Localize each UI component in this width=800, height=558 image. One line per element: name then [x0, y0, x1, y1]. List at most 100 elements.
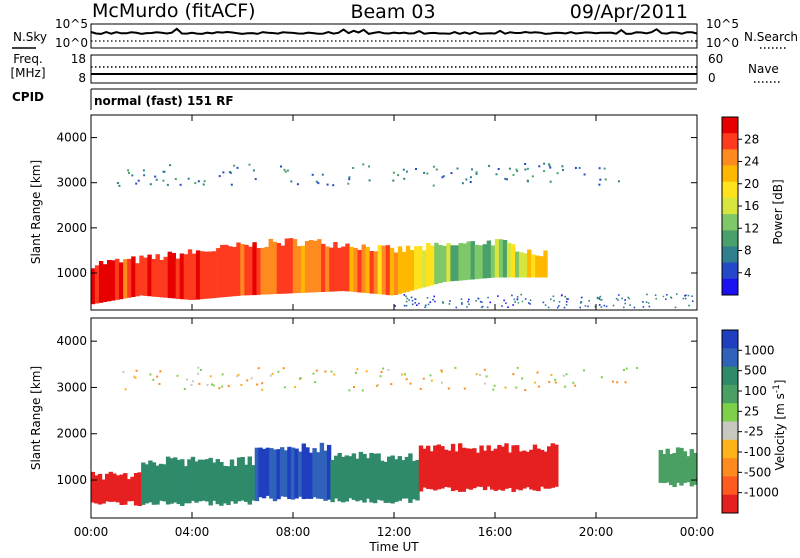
- power-cell: [163, 170, 166, 173]
- power-cell: [470, 241, 475, 280]
- colorbar-swatch: [722, 149, 738, 167]
- velocity-cell: [94, 475, 99, 504]
- velocity-cell: [209, 375, 212, 378]
- power-cell: [666, 294, 668, 296]
- power-cell: [458, 243, 463, 281]
- power-cell: [349, 246, 354, 292]
- power-cell: [629, 304, 631, 306]
- velocity-cell: [383, 461, 388, 503]
- power-cell: [169, 164, 172, 167]
- velocity-cell: [192, 380, 194, 383]
- power-cell: [352, 167, 355, 169]
- velocity-cell: [443, 449, 449, 487]
- colorbar-tick-label: -1000: [744, 486, 779, 500]
- power-cell: [216, 248, 221, 298]
- power-cell: [427, 303, 430, 306]
- power-cell: [405, 295, 407, 298]
- power-cell: [159, 259, 164, 298]
- power-cell: [548, 164, 551, 167]
- velocity-cell: [622, 369, 625, 371]
- x-tick-label: 20:00: [579, 525, 614, 539]
- power-cell: [433, 295, 435, 298]
- power-cell: [455, 306, 458, 309]
- power-cell: [596, 297, 599, 300]
- velocity-cell: [236, 457, 242, 502]
- velocity-cell: [294, 448, 299, 499]
- velocity-y-label: Slant Range [km]: [29, 366, 43, 470]
- power-cell: [621, 297, 623, 300]
- power-cell: [550, 298, 552, 301]
- power-cell: [194, 182, 197, 185]
- power-cell: [406, 297, 408, 300]
- velocity-cell: [290, 447, 296, 500]
- power-cell: [230, 183, 233, 186]
- velocity-cell: [348, 389, 351, 392]
- power-cell: [369, 251, 374, 294]
- power-cell: [115, 258, 120, 300]
- power-cell: [604, 178, 607, 181]
- time-axis: 00:00 04:00 08:00 12:00 16:00 20:00 00:00: [74, 115, 714, 539]
- power-cell: [280, 165, 282, 168]
- velocity-cell: [108, 471, 113, 502]
- freq-tick-top: 18: [71, 52, 86, 66]
- power-cell: [481, 301, 483, 303]
- colorbar-tick-label: 25: [744, 404, 759, 418]
- power-cell: [549, 166, 552, 169]
- velocity-cell: [543, 451, 548, 489]
- power-cell: [348, 178, 351, 181]
- power-cell: [468, 303, 470, 306]
- power-cell: [648, 305, 651, 308]
- colorbar-swatch: [722, 476, 738, 496]
- velocity-cell: [240, 457, 245, 501]
- power-cell: [414, 246, 419, 290]
- velocity-cell: [504, 386, 507, 389]
- power-cell: [511, 294, 513, 297]
- power-cell: [549, 180, 552, 183]
- velocity-cell: [486, 445, 491, 487]
- power-cell: [475, 171, 478, 174]
- power-cell: [435, 168, 438, 171]
- velocity-cell: [409, 382, 412, 385]
- velocity-cell: [185, 378, 188, 381]
- velocity-cell: [283, 386, 286, 389]
- velocity-cell: [554, 444, 559, 487]
- velocity-cell: [212, 462, 217, 501]
- power-cell: [411, 299, 414, 302]
- power-cell: [403, 294, 406, 296]
- power-cell: [236, 242, 241, 296]
- velocity-cell: [658, 450, 663, 483]
- velocity-cell: [233, 466, 238, 504]
- velocity-cell: [361, 389, 364, 392]
- power-cell: [403, 177, 406, 180]
- power-cell: [482, 244, 488, 279]
- power-cell: [329, 247, 334, 292]
- velocity-cell: [390, 383, 393, 386]
- velocity-cell: [133, 375, 136, 378]
- velocity-cell: [344, 455, 349, 502]
- power-cell: [191, 253, 197, 300]
- velocity-cell: [404, 456, 410, 499]
- power-cell: [601, 299, 603, 301]
- nsearch-label: N.Search: [744, 30, 798, 44]
- velocity-cell: [554, 378, 557, 381]
- nave-tick-bottom: 0: [708, 71, 716, 85]
- power-cell: [691, 295, 693, 297]
- power-cell: [128, 171, 130, 174]
- velocity-cell: [333, 373, 336, 376]
- power-colorbar: 28 24 20 16 12 8 4: [721, 116, 759, 296]
- power-cell: [212, 251, 217, 299]
- velocity-cell: [148, 460, 153, 503]
- velocity-cell: [355, 371, 357, 374]
- velocity-cell: [465, 448, 470, 489]
- power-cell: [264, 246, 269, 295]
- noise-left-tick-top: 10^5: [55, 17, 88, 31]
- power-cell: [599, 295, 602, 298]
- velocity-cell: [539, 449, 545, 487]
- velocity-cell: [298, 451, 303, 497]
- power-cell: [410, 250, 415, 291]
- power-cell: [171, 253, 176, 299]
- velocity-cell: [283, 450, 288, 497]
- power-cell: [203, 180, 206, 183]
- power-cell: [617, 180, 620, 183]
- power-cell: [562, 169, 564, 171]
